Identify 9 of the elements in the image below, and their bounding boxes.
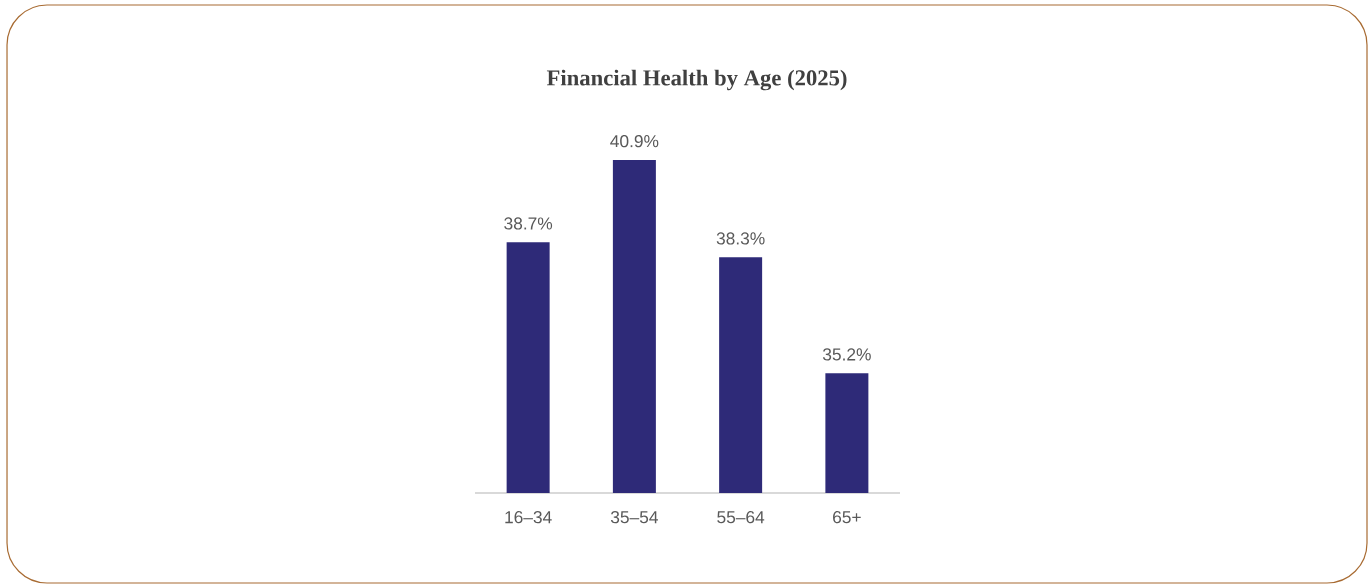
data-label: 40.9% <box>610 135 659 148</box>
x-tick-label: 55–64 <box>717 511 765 524</box>
data-label: 38.3% <box>716 232 765 245</box>
data-label: 35.2% <box>822 348 871 361</box>
chart-title: Financial Health by Age (2025) <box>546 69 847 91</box>
x-tick-label: 16–34 <box>505 511 552 524</box>
x-tick-label: 35–54 <box>610 511 658 524</box>
data-label: 38.7% <box>504 217 553 230</box>
x-tick-label: 65+ <box>833 511 861 524</box>
